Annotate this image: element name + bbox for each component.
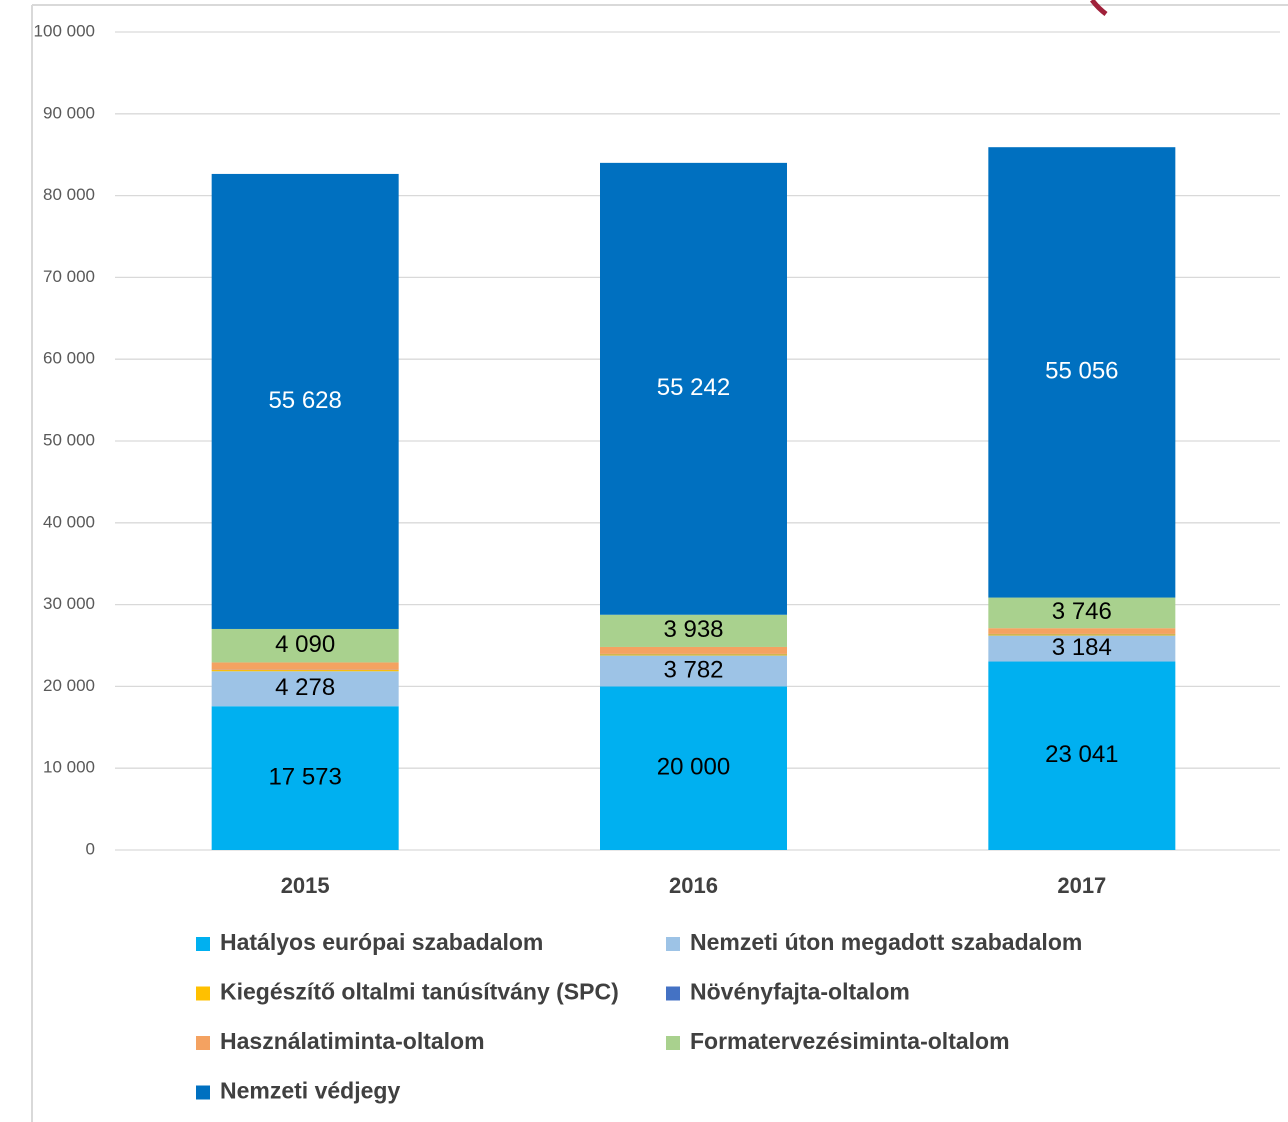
x-tick-label: 2015 <box>281 873 330 898</box>
decoration <box>1090 0 1108 16</box>
bar-segment <box>988 147 1176 598</box>
y-tick-label: 40 000 <box>43 512 95 531</box>
legend-label: Nemzeti védjegy <box>220 1078 400 1104</box>
legend-swatch <box>196 986 210 1001</box>
legend-label: Kiegészítő oltalmi tanúsítvány (SPC) <box>220 979 619 1005</box>
bar-segment <box>211 670 399 672</box>
y-tick-label: 80 000 <box>43 185 95 204</box>
legend-swatch <box>666 986 680 1001</box>
y-tick-label: 90 000 <box>43 103 95 122</box>
y-tick-label: 60 000 <box>43 349 95 368</box>
bar-segment <box>600 646 787 654</box>
bar-segment <box>600 654 787 656</box>
bar-segment <box>988 635 1176 662</box>
bar-segment <box>211 706 399 850</box>
y-tick-label: 70 000 <box>43 267 95 286</box>
y-tick-label: 10 000 <box>43 758 95 777</box>
x-tick-label: 2016 <box>669 873 718 898</box>
bar-segment <box>988 661 1176 850</box>
bar-segment <box>988 634 1176 636</box>
legend-swatch <box>196 937 210 951</box>
bar-segment <box>211 662 399 670</box>
data-label: 4 278 <box>275 674 335 701</box>
bar-segment <box>600 655 787 687</box>
bar-segment <box>600 162 787 615</box>
y-tick-label: 20 000 <box>43 676 95 695</box>
data-label: 3 782 <box>663 656 723 683</box>
bar-segment <box>988 597 1176 629</box>
legend-swatch <box>666 937 680 951</box>
bar-segment <box>600 614 787 647</box>
bar-segment <box>211 173 399 629</box>
legend-label: Hatályos európai szabadalom <box>220 929 543 955</box>
data-label: 55 242 <box>657 374 730 401</box>
data-label: 55 056 <box>1045 358 1118 385</box>
data-label: 3 938 <box>663 616 723 643</box>
legend-swatch <box>196 1036 210 1050</box>
data-label: 23 041 <box>1045 741 1118 768</box>
data-label: 17 573 <box>268 763 341 790</box>
bar-segment <box>211 628 399 663</box>
legend-label: Nemzeti úton megadott szabadalom <box>690 929 1082 955</box>
y-tick-label: 50 000 <box>43 430 95 449</box>
data-label: 3 184 <box>1052 634 1112 661</box>
legend-label: Növényfajta-oltalom <box>690 979 910 1005</box>
y-tick-label: 30 000 <box>43 594 95 613</box>
y-tick-label: 0 <box>86 839 95 858</box>
legend-label: Használatiminta-oltalom <box>220 1028 485 1054</box>
bar-segment <box>211 671 399 707</box>
legend-swatch <box>666 1036 680 1050</box>
legend-swatch <box>196 1085 210 1100</box>
data-label: 3 746 <box>1052 598 1112 625</box>
bar-segment <box>600 686 787 850</box>
bar-segment <box>988 628 1176 634</box>
data-label: 20 000 <box>657 754 730 781</box>
x-tick-label: 2017 <box>1057 873 1106 898</box>
data-label: 55 628 <box>268 387 341 414</box>
data-label: 4 090 <box>275 631 335 658</box>
legend-label: Formatervezésiminta-oltalom <box>690 1028 1010 1054</box>
y-tick-label: 100 000 <box>34 21 95 40</box>
